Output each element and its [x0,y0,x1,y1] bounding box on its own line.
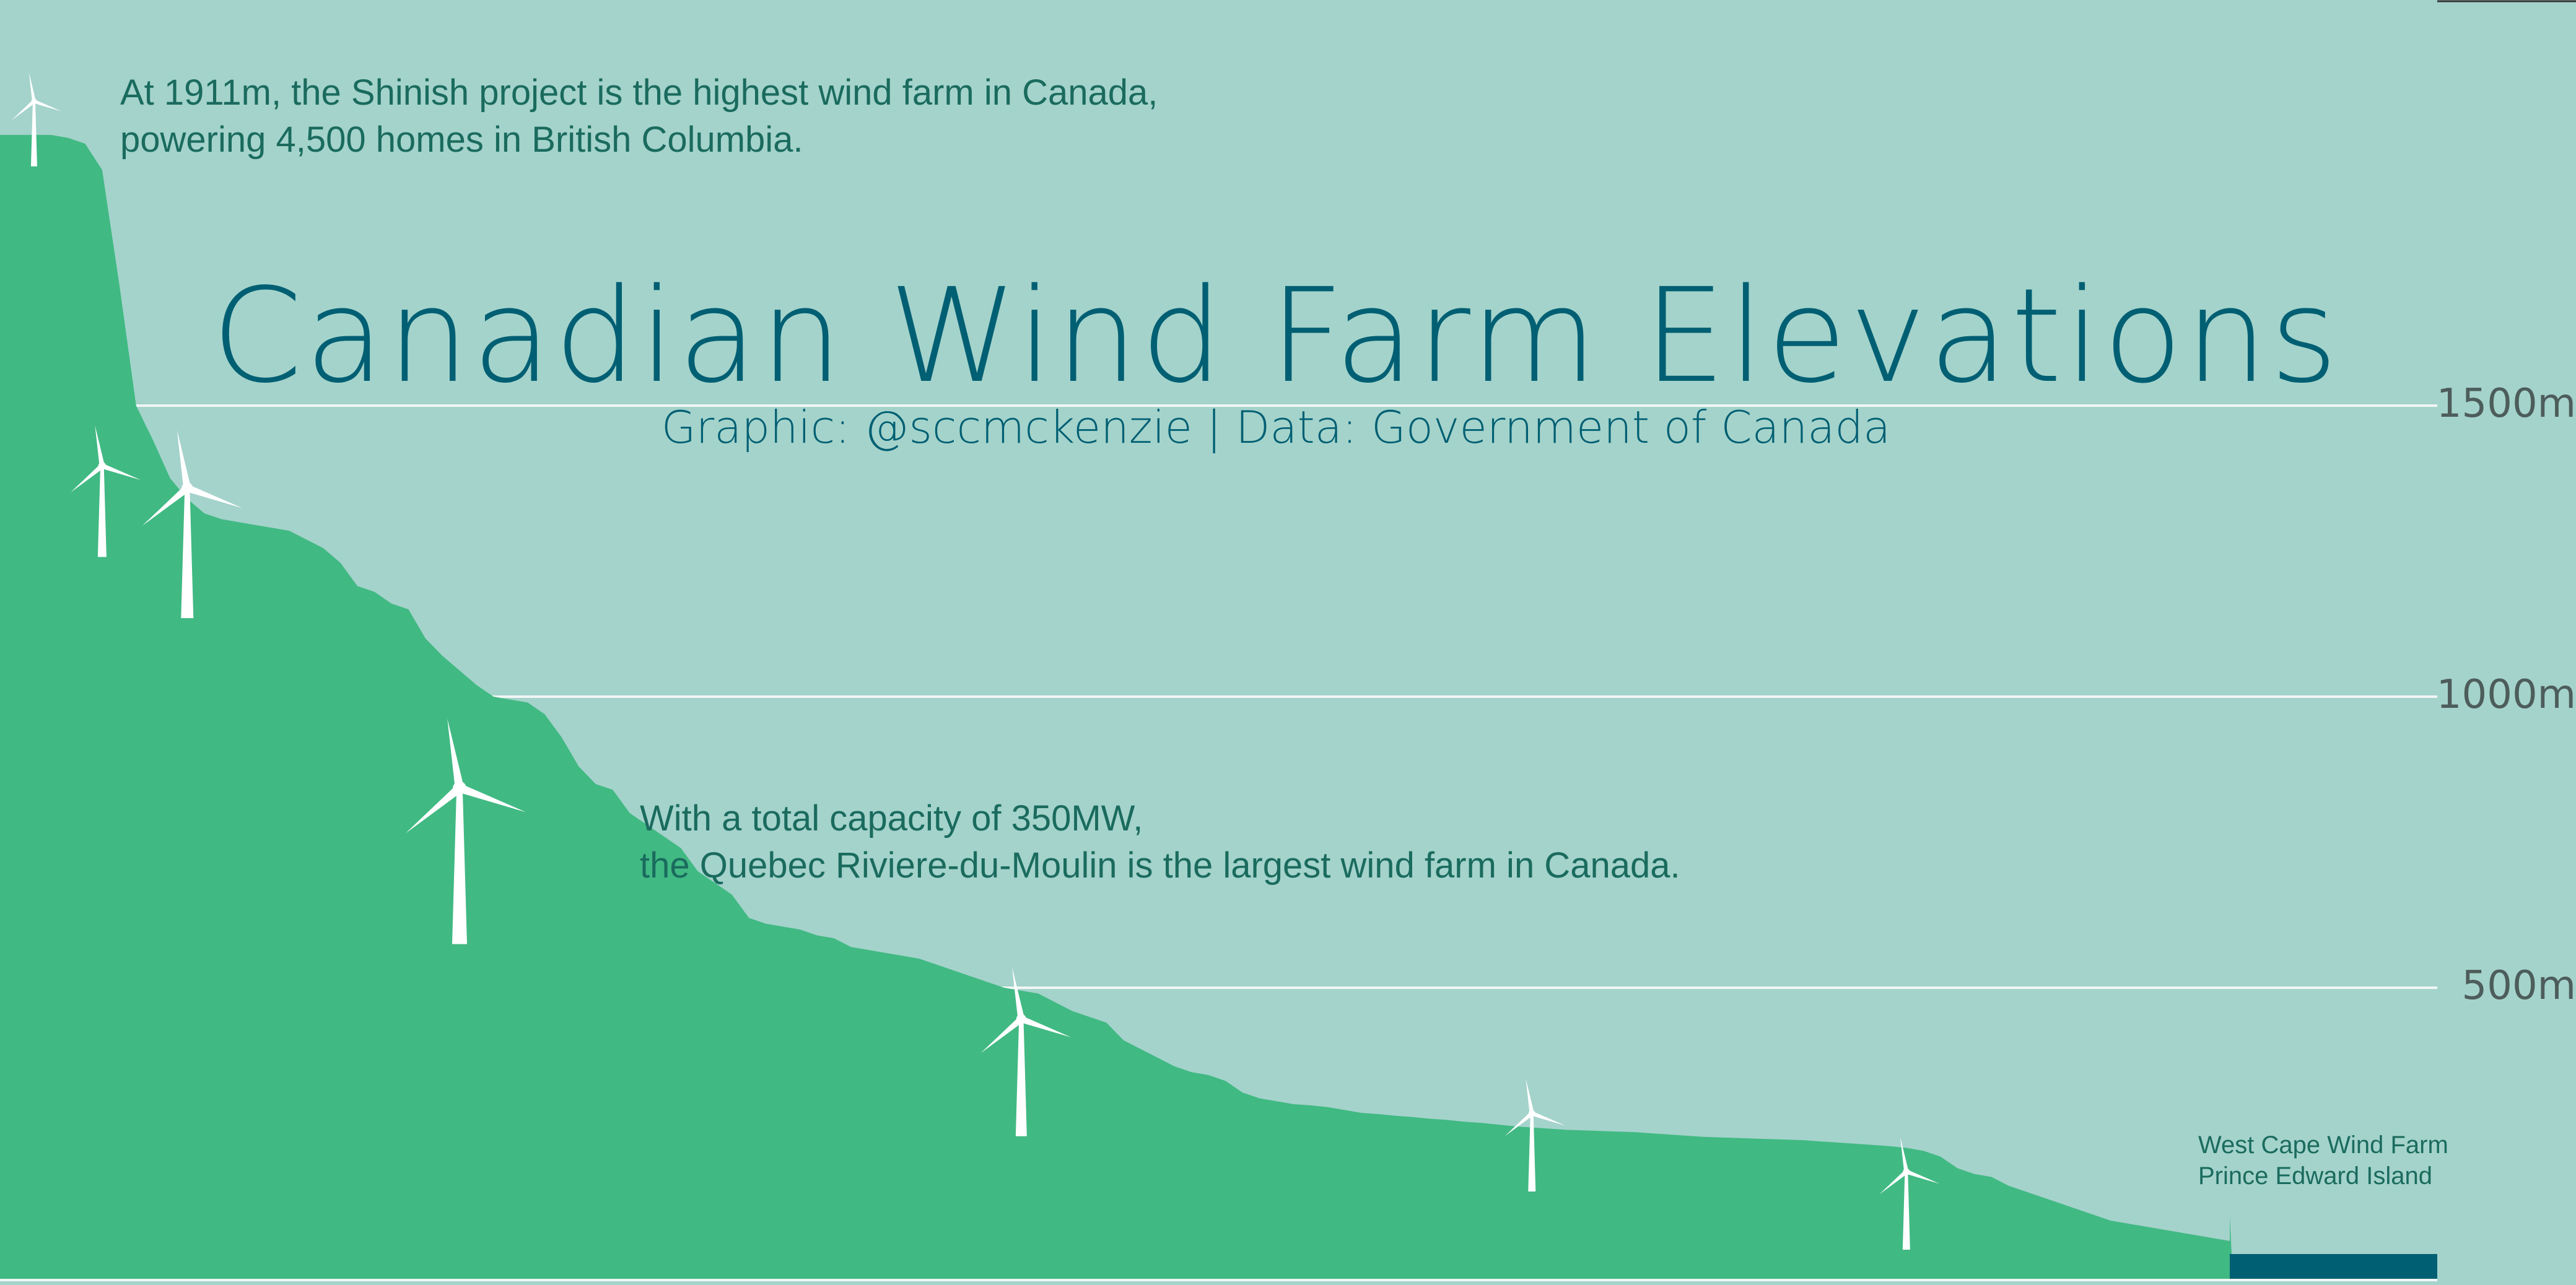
y-tick-label-1500: 1500m [2436,381,2576,427]
wind-turbine-icon [405,718,526,944]
turbine-blade [142,485,190,526]
annotation-shinish: At 1911m, the Shinish project is the hig… [120,69,1158,163]
wind-turbine-icon [142,430,243,619]
turbine-tower [452,788,467,944]
turbine-blade [458,783,526,812]
annotation-west-cape: West Cape Wind Farm Prince Edward Island [2198,1130,2448,1191]
turbine-blade [177,430,191,489]
turbine-tower [97,466,107,557]
annotation-west-cape-line2: Prince Edward Island [2198,1162,2432,1190]
turbine-blade [1905,1169,1940,1184]
baseline [0,1279,2437,1281]
turbine-blade [1531,1111,1565,1126]
y-tick-label-1000: 1000m [2436,672,2576,718]
turbine-hub [181,482,193,494]
terrain-area [0,134,2233,1279]
turbine-blade [95,425,105,467]
turbine-blade [11,100,35,121]
turbine-blade [1504,1112,1534,1136]
turbine-blade [1012,967,1025,1020]
turbine-hub [31,98,37,105]
turbine-hub [98,462,107,470]
turbine-blade [101,463,141,481]
wind-turbine-icon [980,967,1072,1136]
annotation-quebec-line1: With a total capacity of 350MW, [640,798,1143,839]
wind-turbine-icon [11,72,62,167]
annotation-shinish-line2: powering 4,500 homes in British Columbia… [120,120,803,160]
turbine-tower [1902,1172,1910,1250]
turbine-tower [1015,1019,1027,1136]
turbine-hub [1528,1110,1535,1117]
annotation-west-cape-line1: West Cape Wind Farm [2198,1131,2448,1159]
turbine-hub [453,781,466,795]
chart-subtitle: Graphic: @sccmckenzie | Data: Government… [661,401,1891,453]
turbine-blade [28,72,36,102]
turbine-tower [30,101,37,167]
ocean-bar [2230,1254,2437,1279]
turbine-hub [1016,1014,1026,1024]
turbines [11,72,1940,1250]
turbine-blade [1020,1016,1072,1037]
turbine-tower [181,488,194,619]
turbine-tower [1528,1113,1536,1191]
annotation-quebec: With a total capacity of 350MW, the Queb… [640,795,1680,889]
turbine-blade [70,464,104,493]
annotation-shinish-line1: At 1911m, the Shinish project is the hig… [120,72,1158,113]
turbine-blade [405,784,463,834]
turbine-blade [447,718,465,789]
turbine-blade [1900,1136,1909,1172]
turbine-blade [980,1016,1024,1053]
turbine-hub [1903,1168,1910,1175]
turbine-blade [33,99,62,111]
wind-turbine-icon [70,425,141,557]
turbine-blade [1879,1170,1908,1195]
y-tick-label-500: 500m [2461,963,2576,1009]
chart-title: Canadian Wind Farm Elevations [211,260,2341,412]
turbine-blade [1526,1078,1534,1114]
wind-turbine-icon [1879,1136,1940,1250]
wind-turbine-icon [1504,1078,1565,1191]
annotation-quebec-line2: the Quebec Riviere-du-Moulin is the larg… [640,845,1680,886]
turbine-blade [186,484,243,508]
